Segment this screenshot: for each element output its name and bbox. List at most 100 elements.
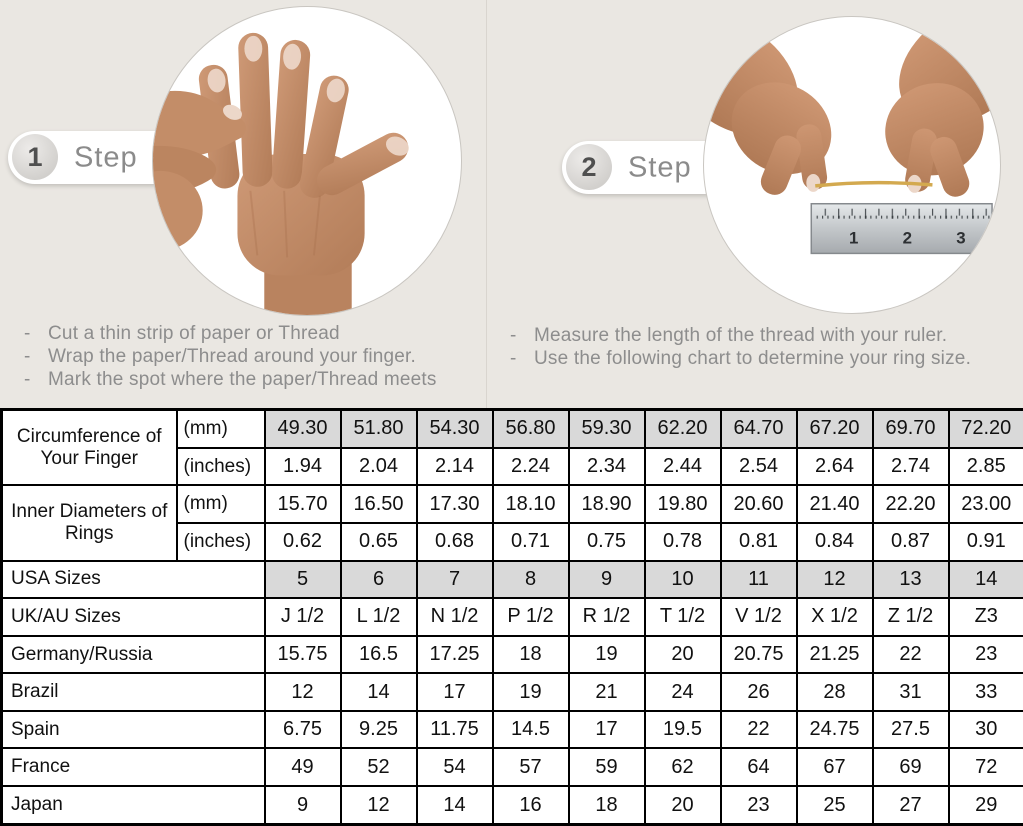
size-value-cell: 12: [795, 559, 874, 600]
table-row: (inches) 0.62 0.65 0.68 0.71 0.75 0.78 0.81 0.84…: [2, 521, 1023, 562]
size-value-cell: 19.80: [643, 484, 722, 524]
size-value-cell: 62.20: [643, 408, 722, 449]
size-value-cell: L 1/2: [339, 597, 418, 637]
size-value-cell: 19.5: [643, 709, 722, 750]
row-label: Brazil: [0, 672, 266, 712]
size-value-cell: 15.70: [263, 484, 342, 524]
size-value-cell: 0.81: [719, 521, 798, 562]
size-value-cell: 69.70: [871, 408, 950, 449]
size-value-cell: 52: [339, 747, 418, 788]
size-value-cell: 25: [795, 785, 874, 826]
size-value-cell: 69: [871, 747, 950, 788]
size-value-cell: 18.90: [567, 484, 646, 524]
gold-thread: [815, 180, 933, 188]
size-value-cell: 20: [643, 634, 722, 675]
size-value-cell: 21: [567, 672, 646, 712]
size-value-cell: 18.10: [491, 484, 570, 524]
size-value-cell: N 1/2: [415, 597, 494, 637]
size-value-cell: 24: [643, 672, 722, 712]
row-label: Japan: [0, 785, 266, 826]
size-value-cell: 13: [871, 559, 950, 600]
size-value-cell: 9: [567, 559, 646, 600]
instruction-line: Cut a thin strip of paper or Thread: [22, 322, 492, 345]
size-value-cell: 17: [567, 709, 646, 750]
size-value-cell: 6.75: [263, 709, 342, 750]
size-value-cell: 5: [263, 559, 342, 600]
size-value-cell: 0.71: [491, 521, 570, 562]
size-value-cell: 12: [263, 672, 342, 712]
size-value-cell: 2.34: [567, 446, 646, 487]
size-value-cell: 17.30: [415, 484, 494, 524]
size-value-cell: 27.5: [871, 709, 950, 750]
size-value-cell: 28: [795, 672, 874, 712]
size-value-cell: 0.68: [415, 521, 494, 562]
size-value-cell: P 1/2: [491, 597, 570, 637]
size-value-cell: 1.94: [263, 446, 342, 487]
size-value-cell: 20.60: [719, 484, 798, 524]
size-value-cell: 23: [719, 785, 798, 826]
row-label: Inner Diameters of Rings: [0, 484, 178, 562]
size-value-cell: T 1/2: [643, 597, 722, 637]
step-2-label: Step: [628, 151, 692, 183]
table-row: Circumference of Your Finger (mm) 49.30 51.…: [0, 408, 1023, 487]
size-value-cell: 16.50: [339, 484, 418, 524]
size-value-cell: J 1/2: [263, 597, 342, 637]
size-value-cell: 22: [871, 634, 950, 675]
size-value-cell: 2.54: [719, 446, 798, 487]
size-value-cell: 56.80: [491, 408, 570, 449]
ruler-number: 3: [956, 228, 965, 247]
instruction-line: Mark the spot where the paper/Thread mee…: [22, 368, 492, 391]
size-value-cell: 17.25: [415, 634, 494, 675]
size-value-cell: 0.75: [567, 521, 646, 562]
size-value-cell: 17: [415, 672, 494, 712]
size-value-cell: 72.20: [947, 408, 1023, 449]
size-value-cell: 29: [947, 785, 1023, 826]
size-value-cell: Z 1/2: [871, 597, 950, 637]
step-1-number: 1: [12, 134, 58, 180]
instructions-section: 1 Step: [0, 0, 1023, 408]
row-label: Circumference of Your Finger: [0, 408, 178, 487]
size-value-cell: 24.75: [795, 709, 874, 750]
instruction-line: Measure the length of the thread with yo…: [508, 324, 1018, 347]
size-value-cell: 54.30: [415, 408, 494, 449]
row-label: Germany/Russia: [0, 634, 266, 675]
size-value-cell: 59: [567, 747, 646, 788]
ruler-measuring-illustration: 1 2 3: [704, 17, 1000, 255]
size-value-cell: 54: [415, 747, 494, 788]
size-value-cell: 19: [567, 634, 646, 675]
size-value-cell: 23.00: [947, 484, 1023, 524]
size-value-cell: 72: [947, 747, 1023, 788]
size-value-cell: 12: [339, 785, 418, 826]
size-value-cell: 30: [947, 709, 1023, 750]
step-1-label: Step: [74, 141, 138, 173]
table-row: Brazil 12 14 17 19 21 24 26 28 31 33: [0, 672, 1023, 712]
size-value-cell: X 1/2: [795, 597, 874, 637]
ruler: 1 2 3: [810, 202, 993, 255]
size-value-cell: 26: [719, 672, 798, 712]
size-value-cell: 2.44: [643, 446, 722, 487]
size-value-cell: 9: [263, 785, 342, 826]
size-value-cell: 14: [339, 672, 418, 712]
size-value-cell: 15.75: [263, 634, 342, 675]
table-row: UK/AU Sizes J 1/2 L 1/2 N 1/2 P 1/2 R 1/2 T 1/…: [0, 597, 1023, 637]
step-1-instructions: Cut a thin strip of paper or Thread Wrap…: [22, 322, 492, 391]
size-value-cell: 20: [643, 785, 722, 826]
instruction-line: Wrap the paper/Thread around your finger…: [22, 345, 492, 368]
size-value-cell: 62: [643, 747, 722, 788]
size-table-body: Circumference of Your Finger (mm) 49.30 51.…: [0, 408, 1023, 826]
size-value-cell: 21.40: [795, 484, 874, 524]
size-value-cell: 0.65: [339, 521, 418, 562]
size-value-cell: 0.78: [643, 521, 722, 562]
size-value-cell: 14: [415, 785, 494, 826]
table-row: (inches) 1.94 2.04 2.14 2.24 2.34 2.44 2.54 2.64…: [2, 446, 1023, 487]
section-divider: [486, 0, 487, 408]
table-row: Inner Diameters of Rings (mm) 15.70 16.50 17…: [0, 484, 1023, 562]
row-label: Spain: [0, 709, 266, 750]
size-value-cell: 57: [491, 747, 570, 788]
step-2-number: 2: [566, 144, 612, 190]
size-value-cell: 9.25: [339, 709, 418, 750]
size-value-cell: 31: [871, 672, 950, 712]
table-row: USA Sizes 5 6 7 8 9 10 11 12 13 14: [0, 559, 1023, 600]
unit-label: (inches): [175, 446, 266, 487]
size-value-cell: 20.75: [719, 634, 798, 675]
